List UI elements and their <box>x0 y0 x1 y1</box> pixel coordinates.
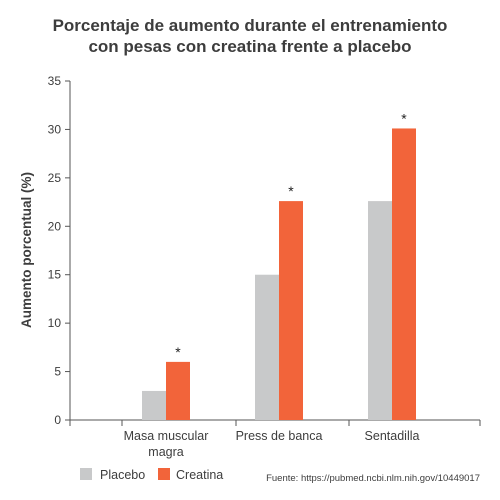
y-tick-label: 0 <box>54 413 61 427</box>
chart-title-line-1: Porcentaje de aumento durante el entrena… <box>53 16 448 35</box>
bar-placebo-2 <box>368 201 392 420</box>
bar-creatina-0 <box>166 361 190 420</box>
y-axis-ticks: 0 5 10 15 20 25 30 35 <box>48 74 70 427</box>
y-tick-label: 35 <box>48 74 62 88</box>
bar-creatina-1 <box>279 201 303 420</box>
x-category-label: magra <box>148 445 183 459</box>
x-axis-category-labels: Masa muscular magra Press de banca Sentadil… <box>124 429 420 459</box>
bar-placebo-1 <box>255 274 279 420</box>
significance-mark: * <box>401 110 407 126</box>
y-tick-label: 25 <box>48 171 62 185</box>
chart-title-line-2: con pesas con creatina frente a placebo <box>88 37 411 56</box>
legend-label-creatina: Creatina <box>176 468 223 482</box>
bars <box>142 128 416 420</box>
significance-marks: * * * <box>175 110 407 359</box>
y-tick-label: 20 <box>48 219 62 233</box>
legend-label-placebo: Placebo <box>100 468 145 482</box>
y-axis-title: Aumento porcentual (%) <box>19 172 34 328</box>
y-tick-label: 5 <box>54 365 61 379</box>
bar-placebo-0 <box>142 390 166 420</box>
y-tick-label: 10 <box>48 316 62 330</box>
x-category-label: Press de banca <box>236 429 323 443</box>
x-category-label: Sentadilla <box>365 429 420 443</box>
legend-swatch-placebo <box>80 468 92 480</box>
significance-mark: * <box>288 183 294 199</box>
y-tick-label: 30 <box>48 122 62 136</box>
chart-title: Porcentaje de aumento durante el entrena… <box>53 16 448 56</box>
bar-creatina-2 <box>392 128 416 420</box>
source-note: Fuente: https://pubmed.ncbi.nlm.nih.gov/… <box>266 473 480 484</box>
y-tick-label: 15 <box>48 268 62 282</box>
legend-swatch-creatina <box>158 468 170 480</box>
legend: Placebo Creatina <box>80 468 223 482</box>
significance-mark: * <box>175 344 181 360</box>
x-category-label: Masa muscular <box>124 429 209 443</box>
